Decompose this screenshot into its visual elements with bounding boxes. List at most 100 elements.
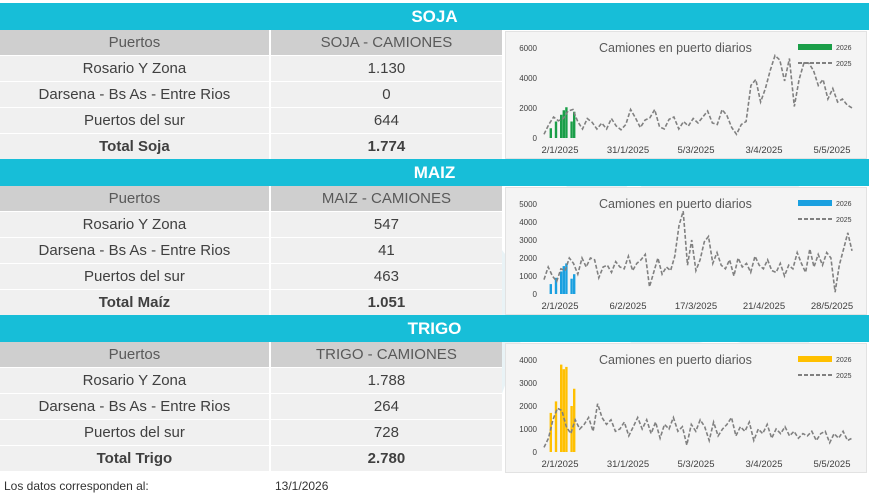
- chart-maiz-svg: Camiones en puerto diarios 0 1000 2000 3000 4…: [519, 197, 853, 312]
- legend-label-2026: 2026: [836, 357, 852, 364]
- section-title-maiz: MAIZ: [0, 159, 869, 186]
- x-tick-label: 2/1/2025: [542, 459, 579, 470]
- table-row: Puertos del sur 644: [0, 107, 502, 134]
- bar-2026: [570, 278, 573, 294]
- x-tick-label: 31/1/2025: [607, 459, 649, 470]
- x-tick-label: 5/3/2025: [678, 459, 715, 470]
- bar-2026: [570, 121, 573, 138]
- bar-2026: [562, 110, 565, 138]
- row-value: 264: [269, 393, 502, 420]
- total-value: 1.774: [269, 133, 502, 160]
- col-header-puertos: Puertos: [0, 30, 271, 56]
- bar-2026: [573, 111, 576, 138]
- total-row: Total Maíz 1.051: [0, 289, 502, 316]
- y-tick-label: 4000: [519, 356, 537, 365]
- table-soja: Puertos SOJA - CAMIONES Rosario Y Zona 1…: [0, 30, 502, 160]
- bar-2026: [560, 114, 563, 138]
- footer-date: 13/1/2026: [275, 479, 329, 493]
- y-tick-label: 2000: [519, 104, 537, 113]
- table-row: Rosario Y Zona 1.788: [0, 367, 502, 394]
- legend-label-2025: 2025: [836, 217, 852, 224]
- x-tick-label: 5/5/2025: [814, 145, 851, 156]
- total-value: 1.051: [269, 289, 502, 316]
- line-2025: [543, 54, 853, 136]
- y-tick-label: 3000: [519, 236, 537, 245]
- bar-2026: [549, 412, 552, 452]
- row-value: 463: [269, 263, 502, 290]
- bar-2026: [549, 128, 552, 138]
- bar-2026: [554, 401, 558, 452]
- col-header-camiones: SOJA - CAMIONES: [269, 30, 502, 56]
- y-tick-label: 3000: [519, 379, 537, 388]
- legend-label-2025: 2025: [836, 61, 852, 68]
- chart-title: Camiones en puerto diarios: [599, 41, 752, 55]
- table-row: Puertos del sur 463: [0, 263, 502, 290]
- row-label: Puertos del sur: [0, 107, 271, 134]
- x-tick-label: 3/4/2025: [746, 459, 783, 470]
- table-header: Puertos SOJA - CAMIONES: [0, 30, 502, 56]
- y-tick-label: 0: [533, 290, 538, 299]
- total-row: Total Trigo 2.780: [0, 445, 502, 472]
- y-tick-label: 2000: [519, 254, 537, 263]
- legend-label-2026: 2026: [836, 201, 852, 208]
- table-row: Darsena - Bs As - Entre Rios 41: [0, 237, 502, 264]
- total-label: Total Trigo: [0, 445, 271, 472]
- table-trigo: Puertos TRIGO - CAMIONES Rosario Y Zona …: [0, 342, 502, 472]
- chart-trigo-svg: Camiones en puerto diarios 0 1000 2000 3000 4…: [519, 353, 853, 470]
- row-value: 547: [269, 211, 502, 238]
- row-value: 644: [269, 107, 502, 134]
- col-header-camiones: MAIZ - CAMIONES: [269, 186, 502, 212]
- table-header: Puertos MAIZ - CAMIONES: [0, 186, 502, 212]
- table-maiz: Puertos MAIZ - CAMIONES Rosario Y Zona 5…: [0, 186, 502, 316]
- table-row: Darsena - Bs As - Entre Rios 264: [0, 393, 502, 420]
- bar-2026: [562, 369, 565, 452]
- table-row: Puertos del sur 728: [0, 419, 502, 446]
- x-tick-label: 5/3/2025: [678, 145, 715, 156]
- x-tick-label: 21/4/2025: [743, 301, 785, 312]
- table-row: Rosario Y Zona 1.130: [0, 55, 502, 82]
- bar-2026: [573, 274, 576, 294]
- x-tick-label: 28/5/2025: [811, 301, 853, 312]
- total-label: Total Maíz: [0, 289, 271, 316]
- x-tick-label: 31/1/2025: [607, 145, 649, 156]
- y-tick-label: 0: [533, 448, 538, 457]
- y-tick-label: 4000: [519, 218, 537, 227]
- table-row: Darsena - Bs As - Entre Rios 0: [0, 81, 502, 108]
- y-tick-label: 6000: [519, 44, 537, 53]
- chart-soja: Camiones en puerto diarios 0 2000 4000 6000 2…: [505, 31, 867, 159]
- y-tick-label: 1000: [519, 272, 537, 281]
- row-label: Rosario Y Zona: [0, 367, 271, 394]
- x-tick-label: 6/2/2025: [610, 301, 647, 312]
- bar-2026: [554, 277, 558, 294]
- chart-soja-svg: Camiones en puerto diarios 0 2000 4000 6000 2…: [519, 41, 853, 156]
- x-tick-label: 3/4/2025: [746, 145, 783, 156]
- total-row: Total Soja 1.774: [0, 133, 502, 160]
- row-value: 728: [269, 419, 502, 446]
- x-tick-label: 2/1/2025: [542, 145, 579, 156]
- bar-2026: [570, 406, 573, 452]
- bar-2026: [549, 284, 552, 294]
- col-header-puertos: Puertos: [0, 186, 271, 212]
- bar-2026: [562, 266, 565, 294]
- row-value: 1.130: [269, 55, 502, 82]
- row-value: 0: [269, 81, 502, 108]
- chart-title: Camiones en puerto diarios: [599, 353, 752, 367]
- legend-label-2025: 2025: [836, 373, 852, 380]
- chart-trigo: Camiones en puerto diarios 0 1000 2000 3000 4…: [505, 343, 867, 473]
- footer-label: Los datos corresponden al:: [4, 479, 149, 493]
- y-tick-label: 4000: [519, 74, 537, 83]
- section-title-soja: SOJA: [0, 3, 869, 30]
- legend-swatch-2026: [798, 44, 832, 50]
- col-header-puertos: Puertos: [0, 342, 271, 368]
- row-value: 1.788: [269, 367, 502, 394]
- y-tick-label: 1000: [519, 425, 537, 434]
- chart-title: Camiones en puerto diarios: [599, 197, 752, 211]
- bar-2026: [560, 364, 563, 452]
- row-label: Puertos del sur: [0, 419, 271, 446]
- row-label: Darsena - Bs As - Entre Rios: [0, 81, 271, 108]
- table-header: Puertos TRIGO - CAMIONES: [0, 342, 502, 368]
- bar-2026: [565, 263, 568, 294]
- row-label: Rosario Y Zona: [0, 211, 271, 238]
- total-label: Total Soja: [0, 133, 271, 160]
- x-tick-label: 17/3/2025: [675, 301, 717, 312]
